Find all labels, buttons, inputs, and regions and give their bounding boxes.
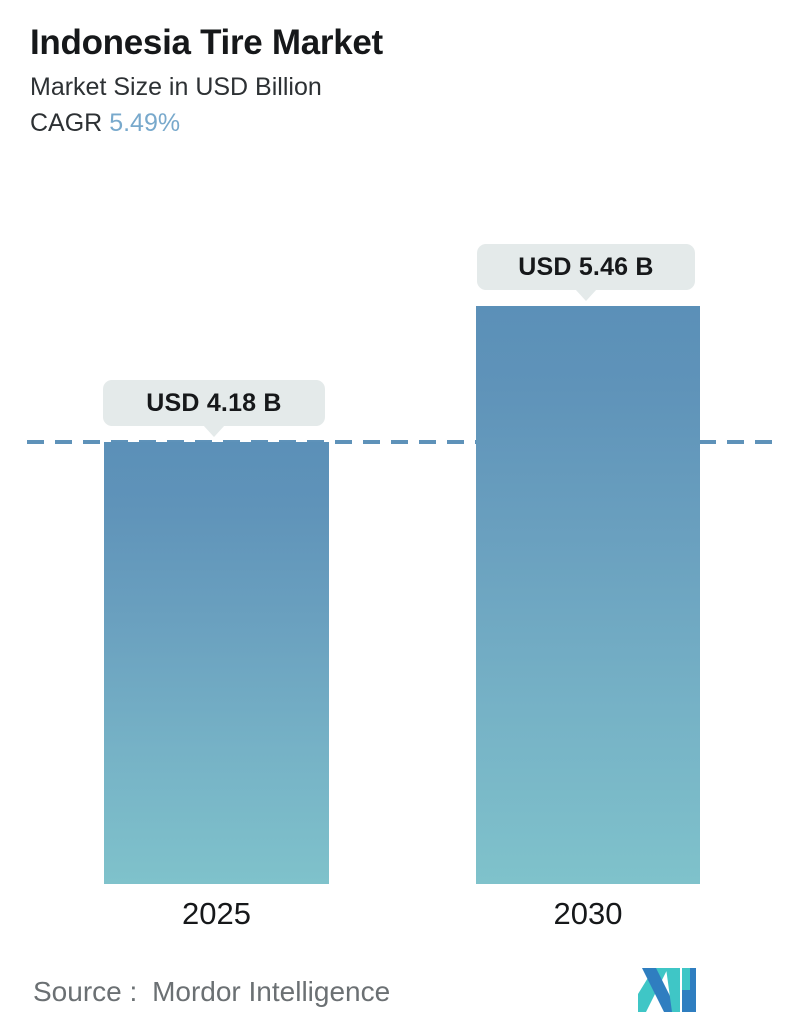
data-label-2025: USD 4.18 B <box>103 380 325 437</box>
reference-line-dashed <box>27 440 781 444</box>
bar-2025[interactable] <box>104 442 329 884</box>
data-label-2025-text: USD 4.18 B <box>146 388 282 417</box>
x-axis-label-2030: 2030 <box>553 896 623 931</box>
cagr-value: 5.49% <box>109 109 181 137</box>
data-label-2030-text: USD 5.46 B <box>518 252 654 281</box>
bar-2030[interactable] <box>476 306 700 884</box>
chart-footer: Source : Mordor Intelligence <box>0 968 796 1034</box>
cagr-label: CAGR <box>30 109 103 137</box>
source-name: Mordor Intelligence <box>152 976 391 1007</box>
cagr-row: CAGR 5.49% <box>30 106 760 140</box>
data-label-2030: USD 5.46 B <box>477 244 695 301</box>
source-attribution: Source : Mordor Intelligence <box>33 976 390 1008</box>
chart-header: Indonesia Tire Market Market Size in USD… <box>30 22 760 140</box>
page-title: Indonesia Tire Market <box>30 23 383 62</box>
x-axis-label-2025: 2025 <box>182 896 251 931</box>
chart-subtitle: Market Size in USD Billion <box>30 73 322 101</box>
source-label: Source : <box>33 976 138 1007</box>
mordor-intelligence-logo <box>638 968 696 1012</box>
